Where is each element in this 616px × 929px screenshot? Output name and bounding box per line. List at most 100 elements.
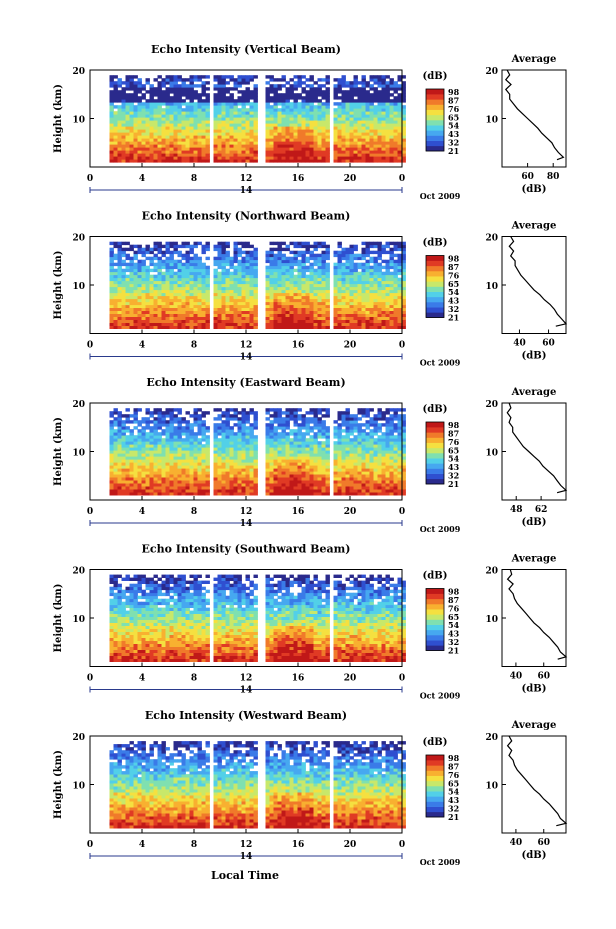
heat-cell — [213, 153, 218, 157]
heat-cell — [341, 99, 346, 103]
heat-cell — [281, 274, 286, 279]
heat-cell — [169, 408, 174, 412]
heat-cell — [381, 286, 386, 291]
heat-cell — [197, 417, 202, 421]
heat-cell — [241, 141, 246, 145]
heat-cell — [289, 153, 294, 157]
heat-cell — [161, 420, 166, 424]
heat-cell — [269, 295, 274, 300]
heat-cell — [385, 102, 390, 106]
heat-cell — [193, 244, 198, 249]
heat-cell — [333, 159, 338, 163]
heat-cell — [229, 325, 234, 329]
heat-cell — [269, 313, 274, 317]
heat-cell — [241, 453, 246, 457]
heat-cell — [165, 159, 170, 163]
heat-cell — [201, 87, 206, 91]
heat-cell — [161, 280, 166, 285]
heat-cell — [201, 438, 206, 442]
heat-cell — [113, 99, 118, 103]
heat-cell — [177, 307, 182, 311]
heat-cell — [197, 286, 202, 291]
heat-cell — [157, 432, 162, 436]
heat-cell — [121, 268, 126, 273]
heat-cell — [353, 123, 358, 127]
heat-cell — [189, 301, 194, 306]
heat-cell — [309, 316, 314, 320]
heat-cell — [149, 468, 154, 472]
heat-cell — [377, 93, 382, 97]
heat-cell — [397, 135, 402, 139]
heat-cell — [113, 280, 118, 285]
heat-cell — [201, 147, 206, 151]
heat-cell — [345, 120, 350, 124]
heat-cell — [265, 132, 270, 136]
heat-cell — [193, 117, 198, 121]
heat-cell — [221, 135, 226, 139]
heat-cell — [345, 102, 350, 106]
heat-cell — [201, 268, 206, 273]
heat-cell — [137, 126, 142, 130]
heat-cell — [129, 450, 134, 454]
heat-cell — [161, 108, 166, 112]
heat-cell — [385, 289, 390, 294]
heat-cell — [245, 489, 250, 493]
heat-cell — [113, 253, 118, 258]
heat-cell — [165, 408, 170, 412]
heat-cell — [125, 99, 130, 103]
heat-cell — [137, 144, 142, 148]
heat-cell — [193, 90, 198, 94]
heat-cell — [241, 438, 246, 442]
heat-cell — [309, 244, 314, 249]
heat-cell — [185, 141, 190, 145]
profile-x-tick-label: 80 — [547, 172, 560, 182]
heat-cell — [157, 477, 162, 481]
heat-cell — [269, 292, 274, 297]
heat-cell — [205, 280, 210, 285]
heat-cell — [149, 438, 154, 442]
heat-cell — [217, 247, 222, 252]
heat-cell — [113, 141, 118, 145]
heat-cell — [233, 471, 238, 475]
heat-cell — [169, 465, 174, 469]
heat-cell — [173, 141, 178, 145]
heat-cell — [365, 144, 370, 148]
heat-cell — [213, 465, 218, 469]
heat-cell — [265, 453, 270, 457]
heat-cell — [249, 120, 254, 124]
heat-cell — [285, 477, 290, 481]
heat-cell — [149, 462, 154, 466]
heat-cell — [133, 438, 138, 442]
heat-cell — [201, 310, 206, 314]
heat-cell — [301, 310, 306, 314]
heat-cell — [205, 456, 210, 460]
heat-cell — [137, 292, 142, 297]
heat-cell — [373, 78, 378, 82]
heat-cell — [197, 444, 202, 448]
heat-cell — [189, 250, 194, 255]
heat-cell — [273, 414, 278, 418]
heat-cell — [113, 429, 118, 433]
heat-cell — [185, 271, 190, 276]
y-tick-label: 20 — [72, 234, 85, 244]
heat-cell — [269, 444, 274, 448]
heat-cell — [393, 123, 398, 127]
heat-cell — [141, 468, 146, 472]
heat-cell — [313, 120, 318, 124]
heat-cell — [185, 102, 190, 106]
heat-cell — [109, 322, 114, 326]
heat-cell — [309, 114, 314, 118]
heat-cell — [225, 453, 230, 457]
heat-cell — [385, 90, 390, 94]
heat-cell — [113, 244, 118, 249]
heat-cell — [233, 423, 238, 427]
heat-cell — [225, 268, 230, 273]
heat-cell — [113, 408, 118, 412]
heat-cell — [233, 489, 238, 493]
heat-cell — [249, 117, 254, 121]
heat-cell — [169, 301, 174, 306]
heat-cell — [185, 147, 190, 151]
heat-cell — [297, 114, 302, 118]
heat-cell — [397, 153, 402, 157]
heat-cell — [373, 132, 378, 136]
